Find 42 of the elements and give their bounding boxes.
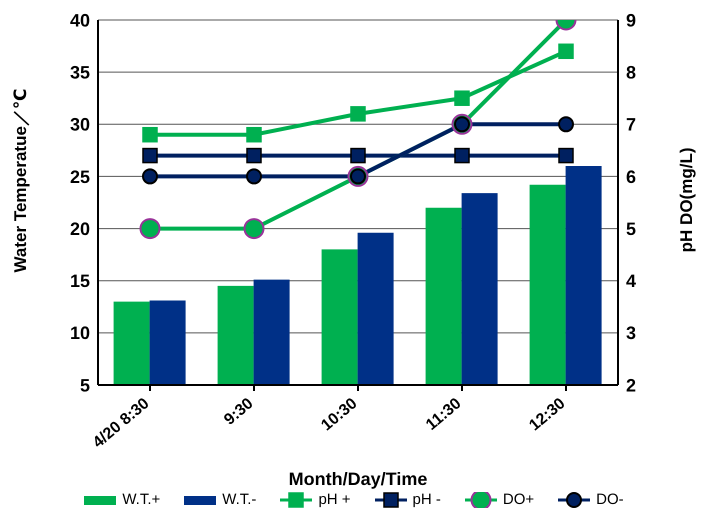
- y-tick-label: 10: [70, 323, 90, 344]
- point: [246, 126, 262, 142]
- legend-label: pH +: [318, 491, 351, 508]
- y-tick-label: 15: [70, 271, 90, 292]
- y2-tick-label: 4: [626, 271, 636, 292]
- legend-label: W.T.+: [122, 491, 160, 508]
- y2-tick-label: 9: [626, 10, 636, 30]
- y-tick-label: 20: [70, 218, 90, 239]
- point: [350, 106, 366, 122]
- y2-tick-label: 3: [626, 323, 636, 344]
- x-tick-label: 4/20 8:30: [90, 394, 153, 452]
- point: [246, 148, 262, 164]
- y-tick-label: 5: [80, 375, 90, 396]
- x-axis-title: Month/Day/Time: [288, 469, 428, 489]
- point: [142, 148, 158, 164]
- point: [454, 148, 470, 164]
- point: [558, 44, 574, 60]
- y2-tick-label: 6: [626, 166, 636, 187]
- point: [558, 116, 574, 132]
- y-tick-label: 25: [70, 166, 90, 187]
- y-axis-title: Water Temperatue／℃: [11, 88, 30, 272]
- y-tick-label: 30: [70, 114, 90, 135]
- legend-label: DO+: [502, 491, 534, 508]
- y2-tick-label: 7: [626, 114, 636, 135]
- y-tick-label: 40: [70, 10, 90, 30]
- point: [558, 148, 574, 164]
- point: [246, 168, 262, 184]
- legend-label: W.T.-: [222, 491, 256, 508]
- y2-tick-label: 8: [626, 62, 636, 83]
- point: [140, 218, 160, 240]
- legend-label: DO-: [596, 491, 624, 508]
- y2-axis-title: pH DO(mg/L): [677, 148, 696, 252]
- point: [244, 218, 264, 240]
- y2-tick-label: 2: [626, 375, 636, 396]
- y2-tick-label: 5: [626, 218, 636, 239]
- point: [142, 126, 158, 142]
- point: [142, 168, 158, 184]
- y-tick-label: 35: [70, 62, 90, 83]
- x-tick-label: 9:30: [221, 394, 257, 429]
- legend-label: pH -: [412, 491, 441, 508]
- point: [350, 148, 366, 164]
- point: [454, 90, 470, 106]
